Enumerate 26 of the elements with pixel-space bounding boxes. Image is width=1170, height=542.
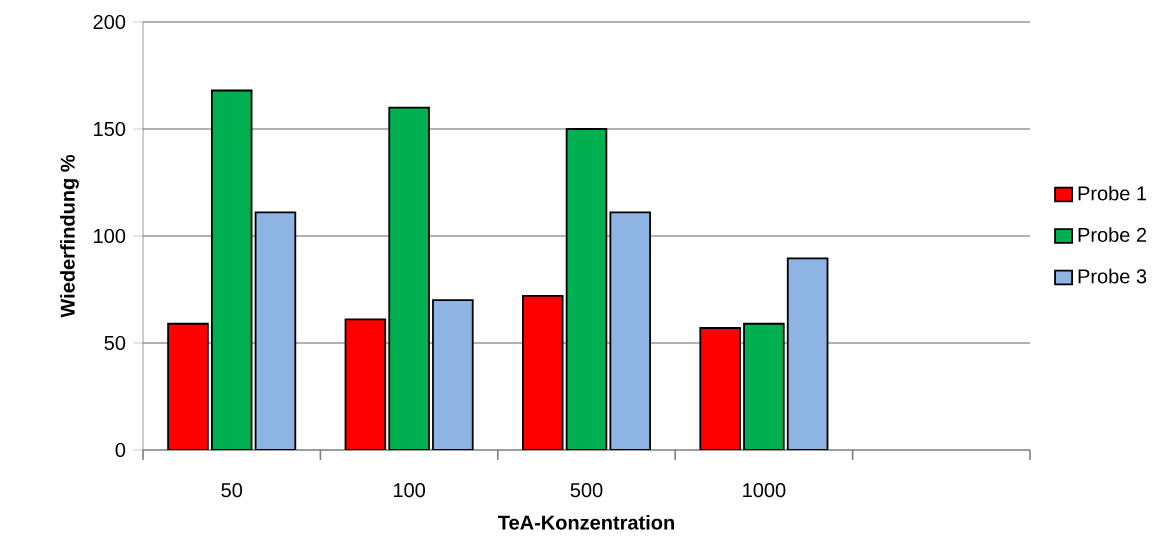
bar (609, 211, 652, 450)
x-tick-label: 100 (393, 483, 426, 498)
legend-label: Probe 3 (1078, 268, 1147, 284)
bar (167, 322, 209, 450)
x-tick-label: 50 (221, 483, 243, 498)
legend-label: Probe 2 (1078, 227, 1147, 242)
bar (254, 211, 297, 450)
y-tick-label: 100 (94, 228, 126, 244)
x-tick-label: 500 (570, 483, 603, 498)
bar (565, 128, 608, 450)
bar (699, 327, 741, 450)
y-axis-title: Wiederfindung % (60, 154, 79, 318)
bar (522, 295, 564, 450)
y-tick-label: 200 (93, 14, 126, 30)
bar (388, 106, 430, 450)
bar (743, 322, 785, 450)
x-tick-label: 1000 (743, 483, 786, 498)
bar (344, 318, 387, 450)
legend-label: Probe 1 (1078, 185, 1147, 201)
bar (786, 257, 829, 450)
bar (210, 89, 253, 450)
x-axis-title: TeA-Konzentration (498, 514, 674, 530)
y-tick-label: 0 (115, 442, 126, 458)
bar (432, 299, 474, 450)
y-tick-label: 50 (104, 335, 126, 351)
y-tick-label: 150 (94, 121, 126, 137)
